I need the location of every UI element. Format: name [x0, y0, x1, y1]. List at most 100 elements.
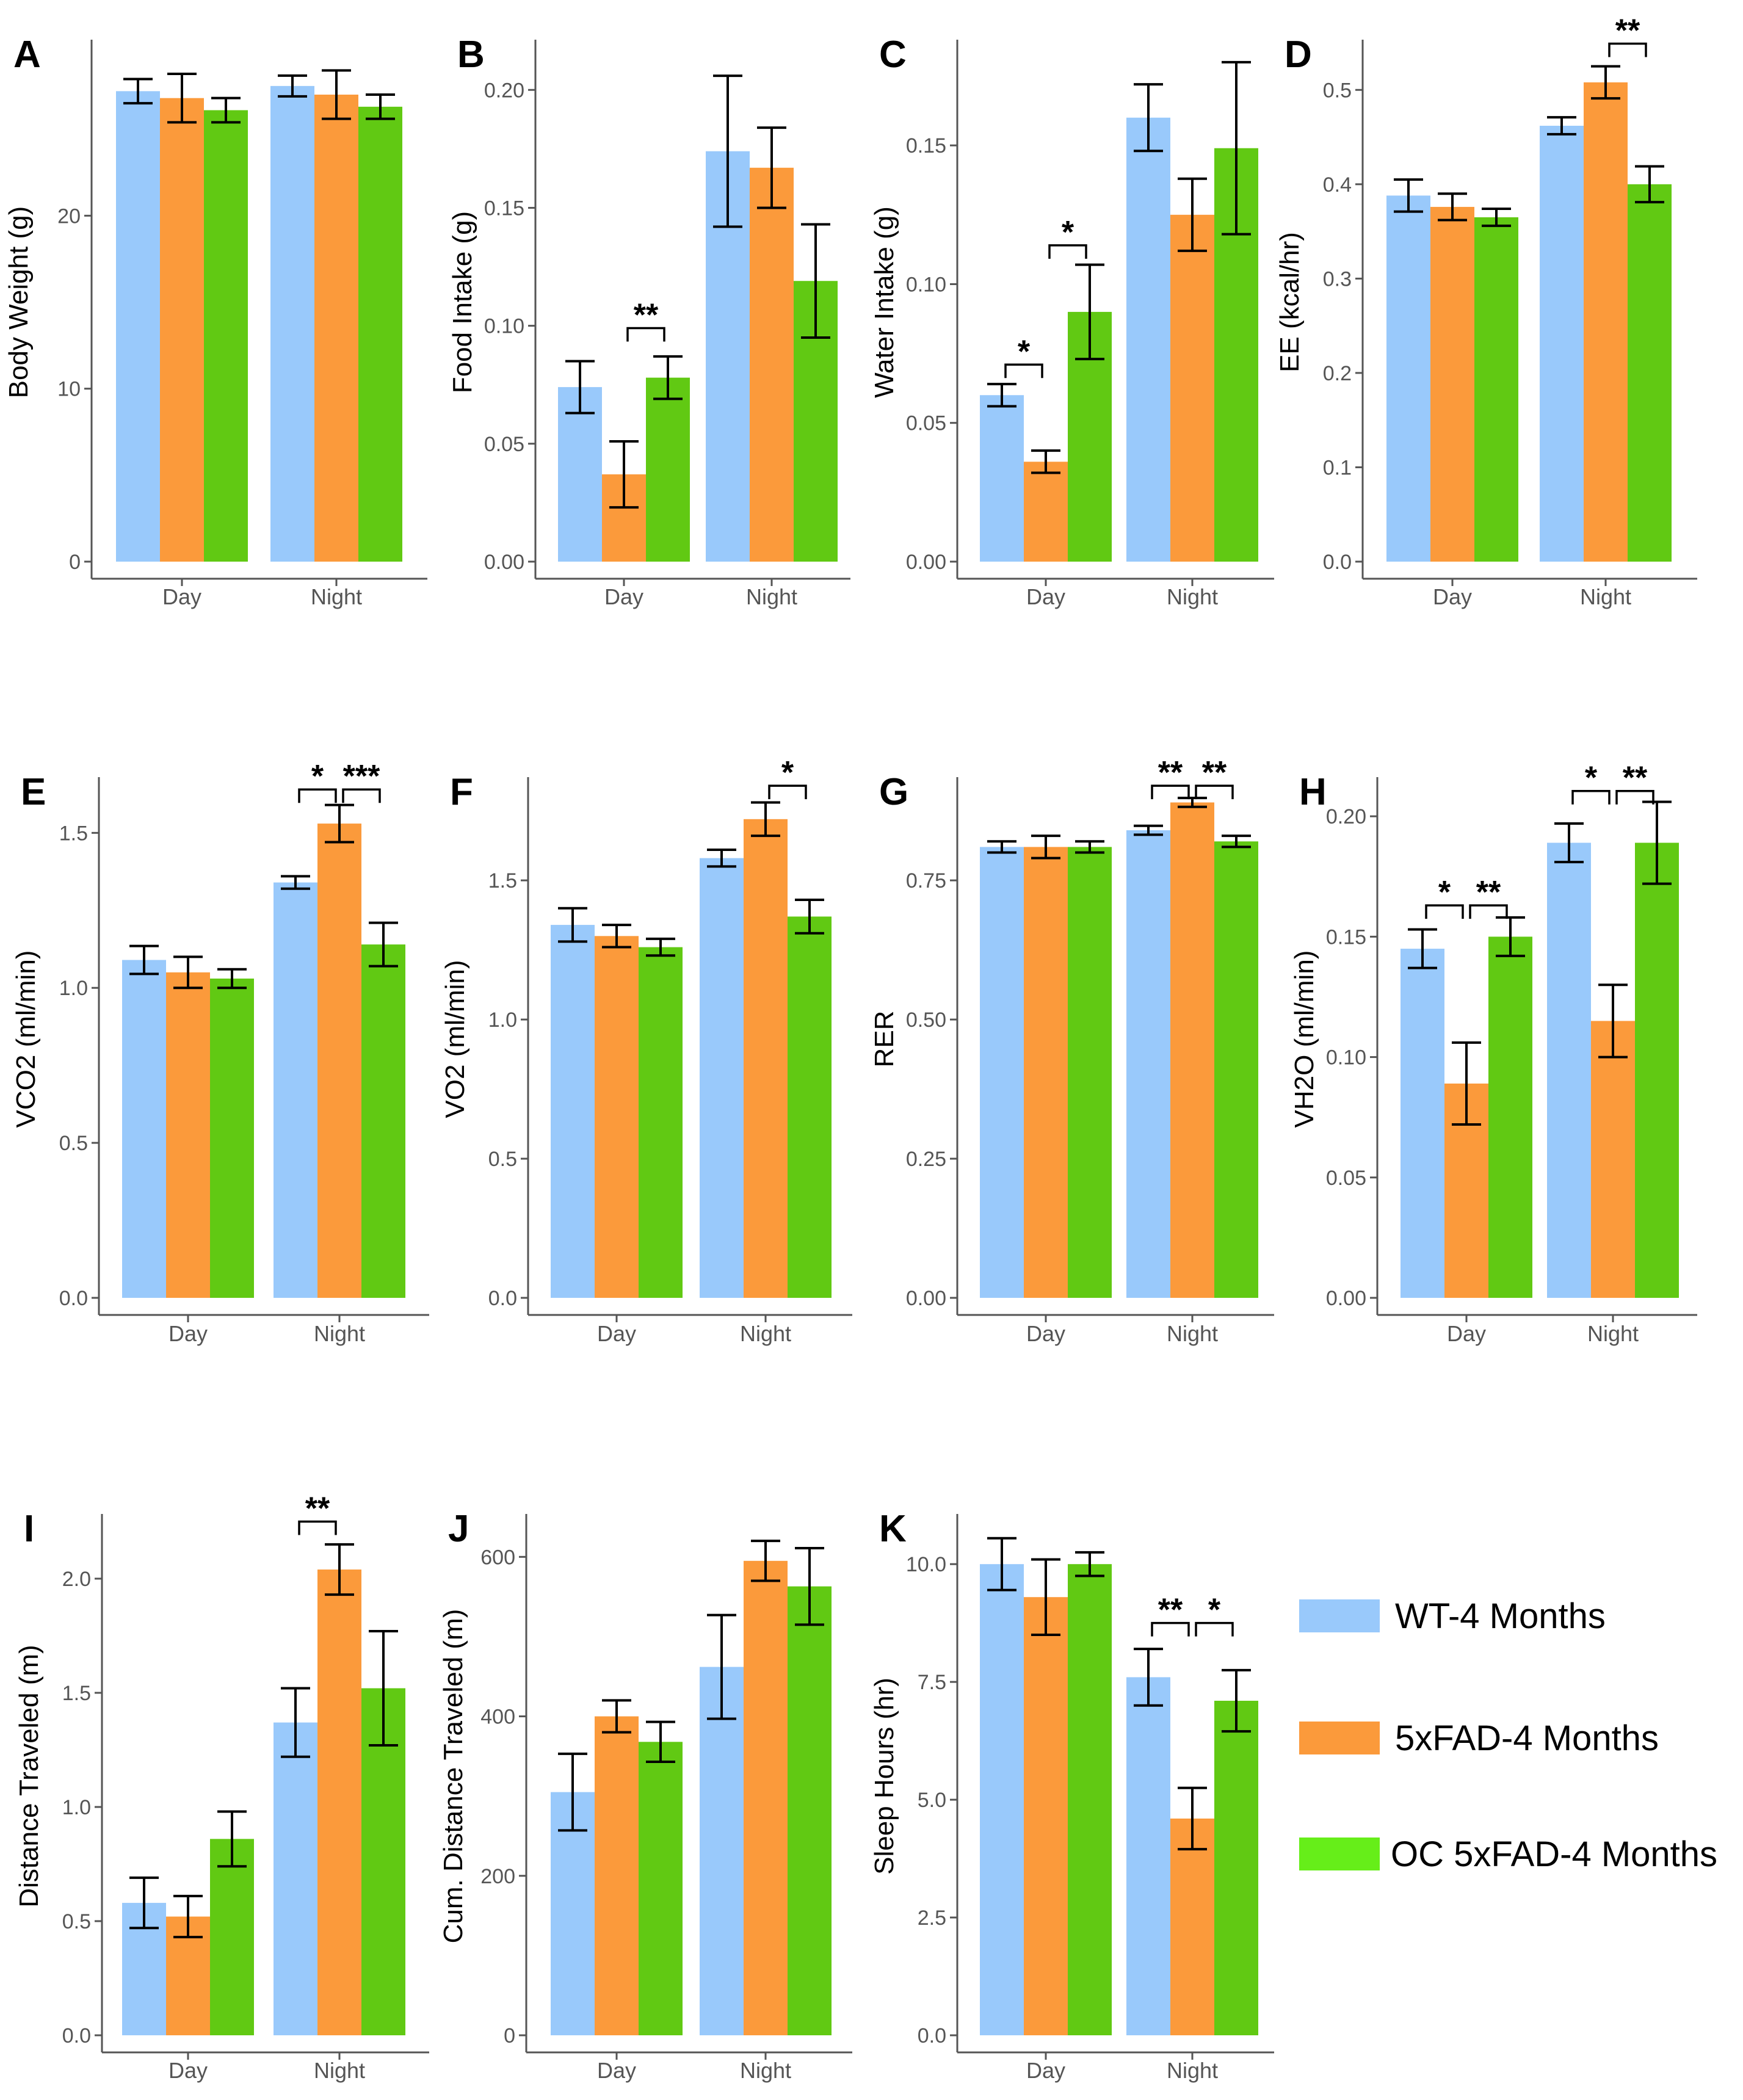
significance-bracket — [1469, 904, 1508, 919]
error-bar-wt-night — [1554, 822, 1584, 864]
significance-label: ** — [1202, 755, 1227, 791]
y-tick-label: 0.10 — [484, 315, 524, 338]
error-bar-fad-day — [609, 440, 639, 509]
y-tick-label: 0.75 — [906, 869, 946, 892]
x-tick-label-night: Night — [314, 2058, 365, 2083]
bar-wt-night — [1126, 830, 1170, 1298]
legend-label-fad: 5xFAD-4 Months — [1395, 1718, 1659, 1758]
panel-c: 0.00 0.05 0.10 0.15 Day Night Water Intake (g)… — [869, 34, 1274, 609]
y-tick-label: 0.05 — [484, 433, 524, 456]
panel-letter: G — [879, 771, 908, 813]
significance-label: * — [311, 759, 324, 794]
error-bar-fad-day — [173, 955, 203, 990]
error-bar-fad-night — [757, 126, 786, 209]
significance-bracket — [1425, 904, 1464, 919]
x-tick-label-day: Day — [1433, 584, 1472, 609]
bar-fad-night — [1170, 214, 1214, 562]
panel-letter: F — [450, 771, 473, 813]
bracket-line — [1608, 42, 1647, 57]
x-tick-label-night: Night — [740, 1321, 791, 1346]
y-tick-label: 0.10 — [1326, 1046, 1366, 1070]
bar-fad-night — [1170, 802, 1214, 1298]
error-bar-oc-day — [217, 968, 247, 990]
significance-label: ** — [305, 1491, 330, 1526]
y-tick-label: 1.5 — [488, 869, 517, 892]
y-tick-label: 0.0 — [488, 1287, 517, 1310]
x-tick-label-day: Day — [1447, 1321, 1486, 1346]
error-bar-fad-day — [167, 73, 197, 124]
error-bar-fad-day — [1438, 192, 1467, 222]
bar-oc-night — [358, 106, 402, 562]
bar-oc-day — [1068, 847, 1112, 1298]
error-bar-oc-day — [646, 937, 675, 957]
panel-letter: D — [1285, 34, 1312, 76]
significance-label: ** — [1158, 1593, 1183, 1628]
x-tick-label-day: Day — [1026, 584, 1065, 609]
error-bar-fad-day — [602, 924, 631, 949]
bar-wt-day — [122, 960, 166, 1298]
error-bar-wt-night — [707, 848, 736, 868]
error-bar-wt-day — [987, 383, 1016, 408]
bar-wt-day — [1401, 949, 1444, 1298]
bar-fad-night — [1584, 82, 1628, 562]
significance-bracket — [626, 327, 665, 342]
significance-label: ** — [634, 298, 659, 333]
bar-fad-night — [1170, 1818, 1214, 2035]
bar-wt-day — [980, 395, 1024, 562]
significance-bracket — [1608, 42, 1647, 57]
significance-bracket — [298, 788, 337, 803]
bar-wt-day — [551, 925, 595, 1298]
significance-label: * — [1438, 875, 1451, 910]
y-tick-label: 2.5 — [918, 1906, 946, 1930]
x-tick-label-day: Day — [169, 1321, 208, 1346]
y-tick-label: 0.3 — [1323, 267, 1352, 291]
bracket-line — [1151, 1621, 1190, 1637]
error-bar-wt-day — [987, 1537, 1016, 1591]
bracket-line — [298, 1520, 337, 1535]
error-bar-fad-day — [1031, 449, 1060, 474]
panel-i: 0.0 0.5 1.0 1.5 2.0 Day Night Distance Traveled… — [14, 1491, 429, 2083]
error-bar-oc-day — [211, 96, 241, 124]
significance-bracket — [1048, 244, 1087, 259]
y-tick-label: 0.2 — [1323, 362, 1352, 385]
bracket-line — [1195, 1621, 1234, 1637]
bar-oc-day — [1068, 1564, 1112, 2035]
significance-bracket — [768, 784, 807, 800]
significance-label: ** — [1476, 875, 1501, 910]
x-tick-label-night: Night — [746, 584, 797, 609]
y-tick-label: 5.0 — [918, 1789, 946, 1812]
y-tick-label: 7.5 — [918, 1671, 946, 1694]
x-tick-label-night: Night — [1167, 1321, 1218, 1346]
bar-fad-day — [1024, 847, 1068, 1298]
y-tick-label: 0.0 — [62, 2024, 91, 2048]
bar-oc-night — [788, 916, 832, 1298]
bar-oc-night — [1214, 1701, 1258, 2035]
bracket-line — [1004, 363, 1043, 378]
y-tick-label: 0 — [69, 551, 81, 574]
bar-fad-day — [595, 1716, 639, 2035]
error-bar-oc-day — [646, 1720, 675, 1763]
y-axis-title: Water Intake (g) — [869, 206, 899, 398]
error-bar-oc-night — [795, 899, 824, 935]
significance-bracket — [1151, 784, 1190, 800]
x-tick-label-day: Day — [169, 2058, 208, 2083]
panel-j: 0 200 400 600 Day Night Cum. Distance Traveled… — [438, 1508, 852, 2083]
error-bar-oc-night — [1222, 835, 1251, 849]
bar-fad-night — [314, 95, 358, 562]
error-bar-oc-night — [369, 921, 398, 968]
bracket-line — [1615, 790, 1654, 805]
panel-h: 0.00 0.05 0.10 0.15 0.20 Day Night VH2O (ml/min… — [1289, 761, 1697, 1346]
significance-label: *** — [343, 759, 380, 794]
error-bar-wt-night — [1134, 83, 1163, 153]
bar-oc-day — [646, 377, 690, 562]
bracket-line — [298, 788, 337, 803]
error-bar-oc-night — [1642, 800, 1672, 885]
error-bar-fad-night — [1178, 797, 1207, 808]
y-tick-label: 0.50 — [906, 1008, 946, 1032]
y-tick-label: 0.20 — [1326, 805, 1366, 828]
legend-label-wt: WT-4 Months — [1395, 1596, 1606, 1636]
panel-d: 0.0 0.1 0.2 0.3 0.4 0.5 Day Night EE (kcal/hr) D *… — [1275, 13, 1697, 609]
legend: WT-4 Months 5xFAD-4 Months OC 5xFAD-4 Mo… — [1299, 1596, 1717, 1874]
significance-bracket — [1571, 790, 1611, 805]
